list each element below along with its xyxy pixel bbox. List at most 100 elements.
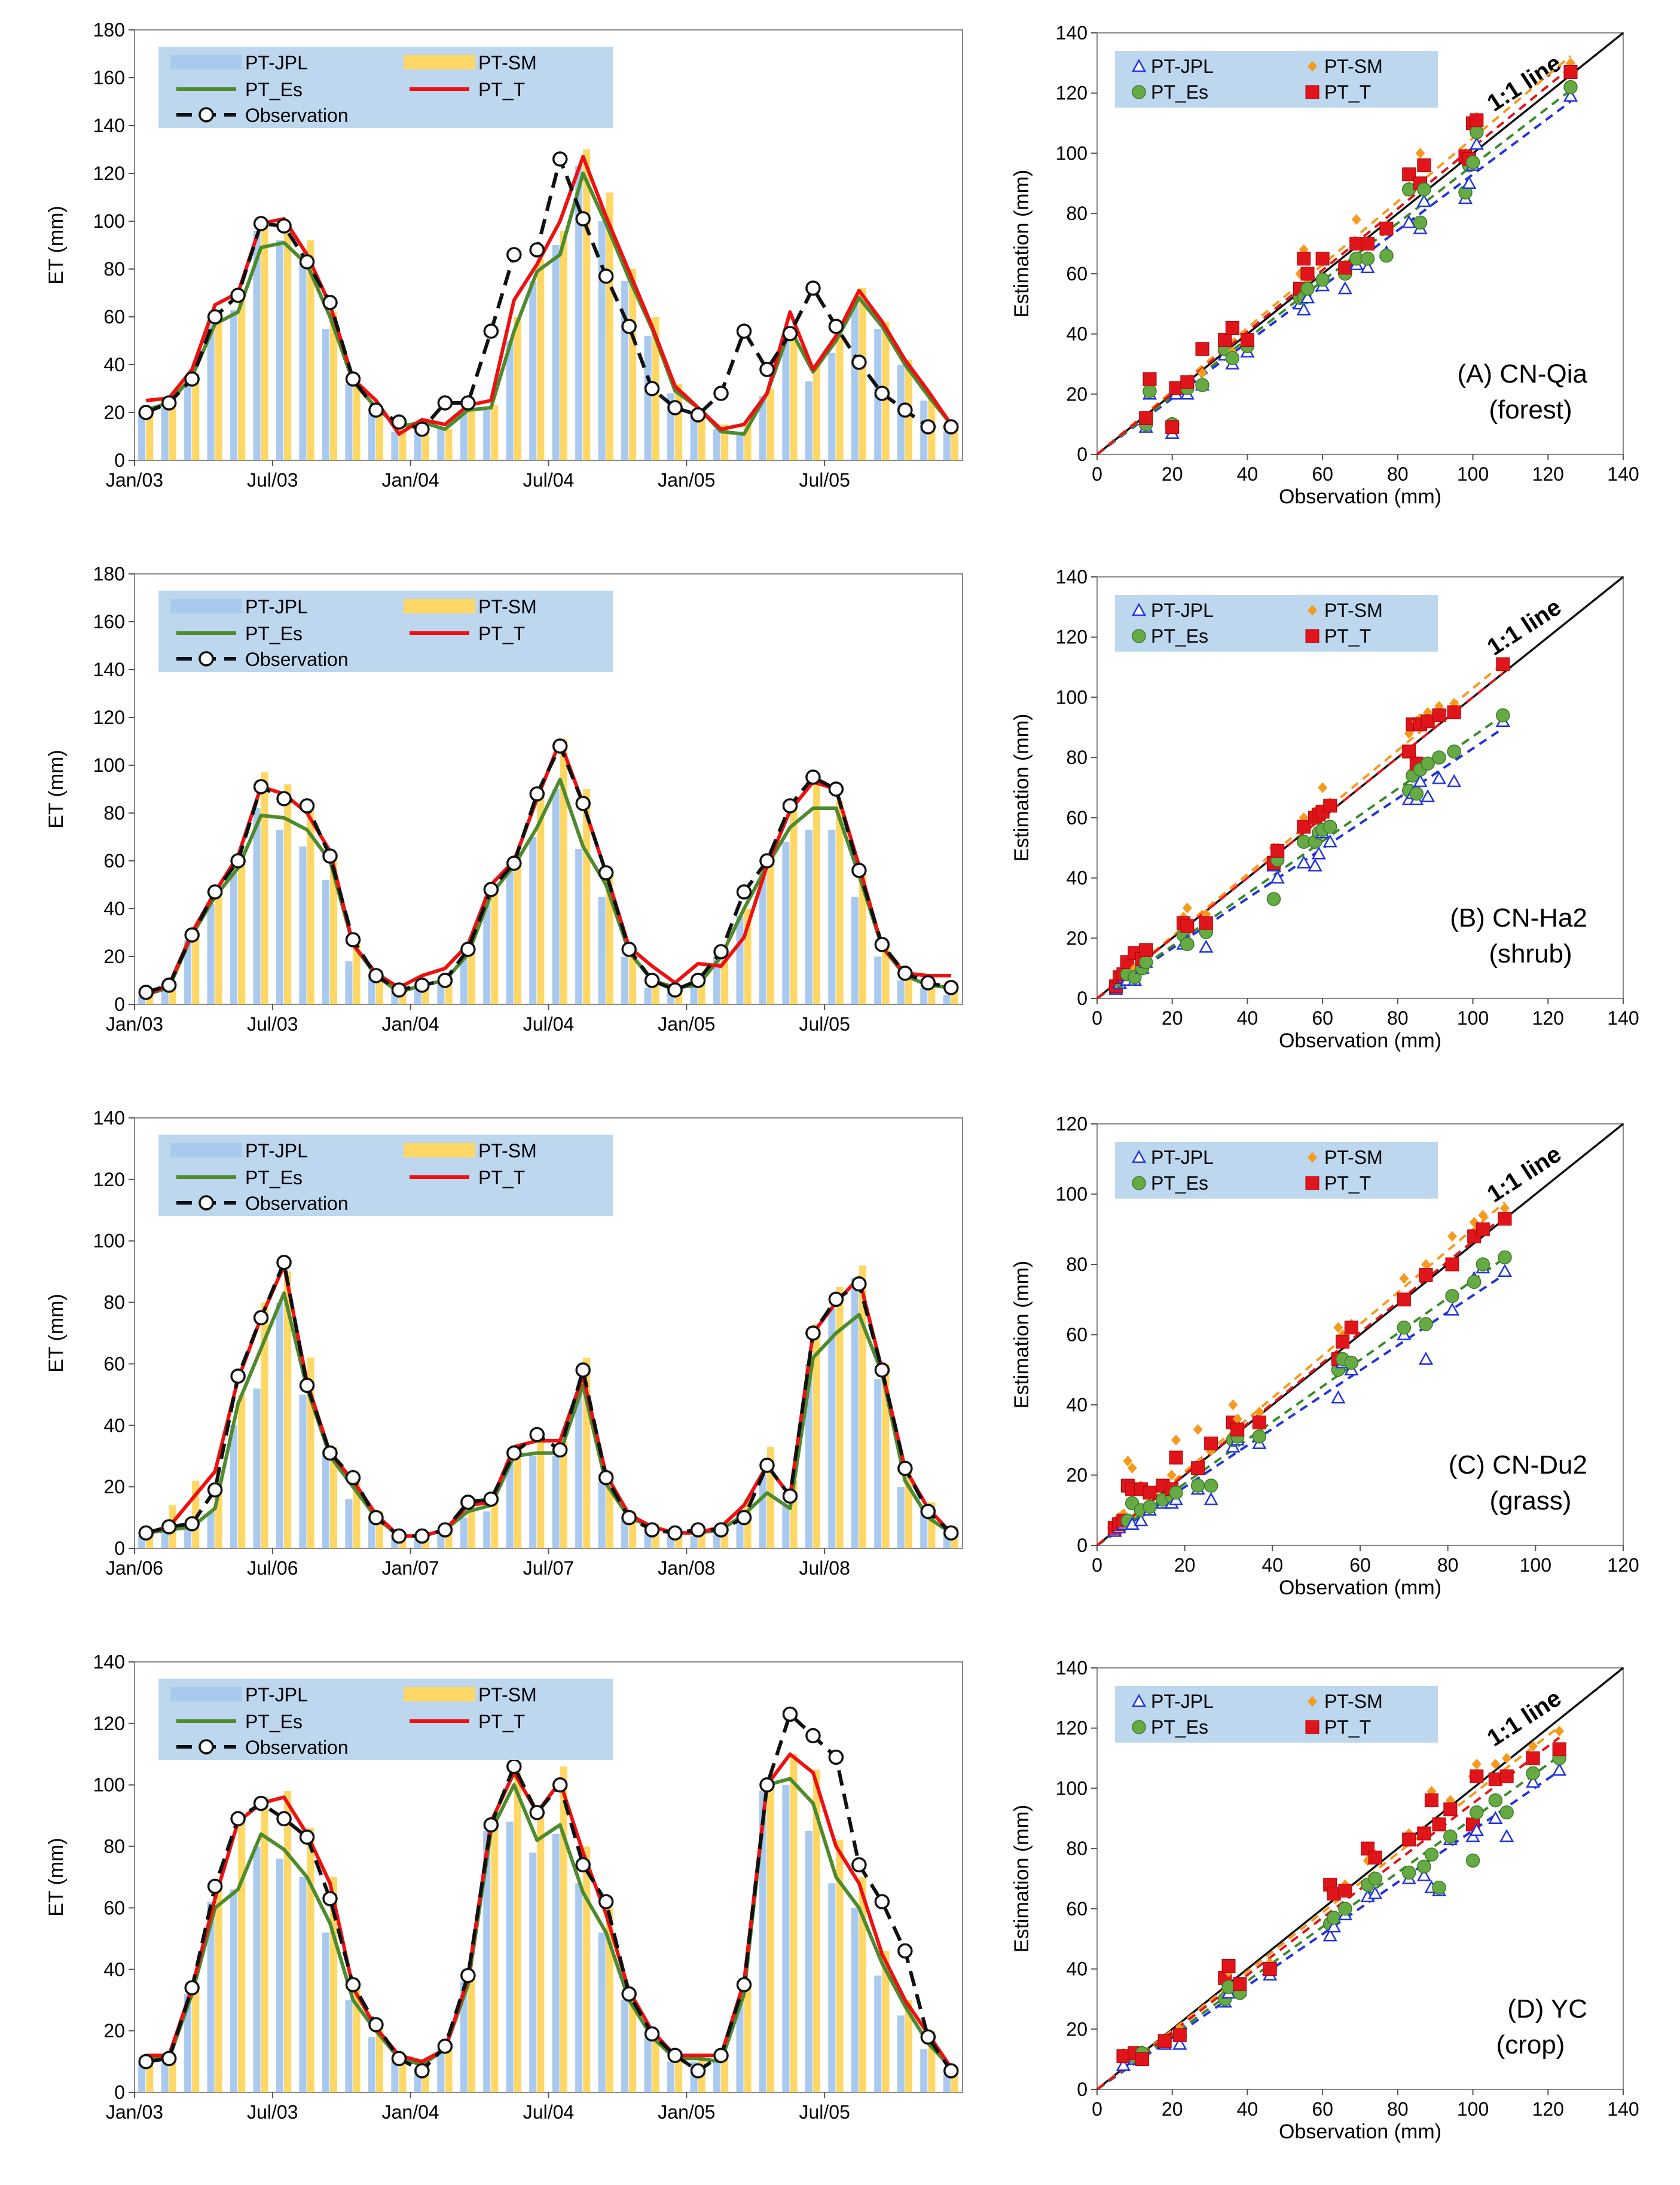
bar-pt-jpl — [828, 1883, 836, 2092]
y-tick-label: 40 — [103, 898, 125, 919]
bar-pt-jpl — [874, 1379, 882, 1548]
y-tick-label: 80 — [1066, 1838, 1088, 1859]
x-tick-label: 100 — [1457, 2098, 1489, 2120]
y-tick-label: 40 — [103, 1958, 125, 1980]
site-title: (C) CN-Du2 — [1449, 1450, 1587, 1480]
legend-label: PT-JPL — [1151, 600, 1214, 621]
bar-pt-sm — [836, 336, 844, 460]
bar-pt-jpl — [828, 1308, 836, 1548]
point-pt-sm — [1193, 1424, 1203, 1435]
bar-pt-sm — [284, 1791, 292, 2092]
bar-pt-sm — [261, 1302, 268, 1548]
observation-marker — [253, 216, 269, 231]
observation-marker — [437, 2039, 453, 2054]
bar-pt-sm — [790, 329, 798, 460]
y-tick-label: 60 — [103, 850, 125, 872]
y-tick-label: 120 — [1056, 82, 1088, 104]
bar-pt-jpl — [897, 980, 905, 1004]
bar-pt-jpl — [598, 1932, 606, 2092]
bar-pt-sm — [583, 789, 591, 1004]
point-pt-sm — [1333, 1322, 1343, 1333]
bar-pt-sm — [468, 947, 475, 1004]
observation-marker — [230, 1368, 246, 1384]
bar-pt-jpl — [920, 988, 928, 1004]
observation-marker — [391, 2050, 407, 2067]
point-pt-t — [1496, 657, 1510, 671]
bar-pt-jpl — [851, 897, 859, 1004]
x-tick-label: 40 — [1237, 1007, 1259, 1029]
point-pt-jpl — [1131, 1150, 1147, 1163]
observation-marker — [920, 2029, 936, 2045]
observation-marker — [828, 781, 844, 797]
point-pt-t — [1470, 113, 1484, 127]
observation-marker — [437, 395, 453, 411]
observation-marker — [184, 1516, 200, 1532]
point-pt-t — [1240, 333, 1254, 347]
bar-pt-jpl — [207, 904, 215, 1004]
point-pt-t — [1368, 1850, 1382, 1865]
observation-marker — [644, 2026, 660, 2042]
x-tick-label: Jul/05 — [799, 1013, 850, 1035]
observation-marker — [161, 395, 177, 411]
bar-pt-sm — [698, 410, 705, 460]
y-tick-label: 160 — [93, 67, 125, 88]
x-tick-label: Jul/05 — [799, 469, 850, 491]
legend-label: PT-SM — [478, 1140, 537, 1162]
point-pt-jpl — [1322, 1928, 1337, 1942]
point-pt-jpl — [1563, 88, 1578, 102]
point-pt-t — [1445, 1257, 1459, 1272]
point-pt-es — [1252, 1429, 1267, 1444]
legend-label: PT_Es — [1151, 625, 1208, 647]
y-tick-label: 60 — [1066, 263, 1088, 285]
bar-pt-jpl — [483, 1511, 491, 1548]
y-axis-label: Estimation (mm) — [1010, 714, 1033, 861]
point-pt-t — [1443, 1802, 1458, 1817]
bar-pt-sm — [882, 945, 890, 1004]
observation-marker — [874, 386, 890, 401]
bar-pt-sm — [812, 365, 821, 460]
observation-marker — [759, 362, 775, 377]
bar-pt-jpl — [897, 1487, 905, 1548]
observation-marker — [759, 1457, 775, 1473]
bar-pt-sm — [882, 1951, 890, 2092]
y-tick-label: 40 — [103, 1414, 125, 1436]
point-pt-es — [1132, 629, 1146, 643]
observation-marker — [736, 884, 752, 900]
observation-marker — [874, 1894, 890, 1909]
point-pt-jpl — [1368, 1886, 1383, 1899]
bar-pt-jpl — [644, 2037, 652, 2092]
point-pt-t — [1499, 1769, 1514, 1783]
x-tick-label: Jul/03 — [247, 2101, 298, 2123]
bar-pt-sm — [766, 1778, 775, 2092]
observation-marker — [391, 982, 407, 998]
legend-label: PT_T — [1324, 1716, 1371, 1738]
observation-marker — [552, 1777, 568, 1793]
point-pt-t — [1230, 1422, 1245, 1437]
y-tick-label: 40 — [103, 354, 125, 375]
legend-marker — [198, 651, 214, 667]
x-tick-label: Jul/03 — [247, 1013, 298, 1035]
y-tick-label: 120 — [1056, 1113, 1088, 1135]
bar-pt-jpl — [322, 880, 330, 1004]
bar-pt-sm — [836, 1286, 844, 1548]
legend-marker — [198, 1739, 214, 1755]
observation-marker — [529, 1426, 545, 1443]
bar-pt-jpl — [322, 1450, 330, 1548]
bar-pt-sm — [606, 192, 613, 460]
x-tick-label: 80 — [1437, 1554, 1459, 1576]
scatter-panel-4: 00 20 20 40 40 60 60 80 80 100 100 120 120 140 140 Obse… — [1010, 1657, 1639, 2143]
bar-pt-jpl — [299, 1394, 307, 1548]
bar-pt-jpl — [276, 1859, 284, 2092]
point-pt-jpl — [1447, 774, 1462, 787]
point-pt-es — [1467, 1275, 1482, 1289]
y-tick-label: 80 — [103, 258, 125, 280]
x-tick-label: 20 — [1162, 1007, 1183, 1029]
point-pt-jpl — [1526, 1774, 1541, 1788]
x-tick-label: 80 — [1387, 463, 1409, 485]
observation-marker — [552, 151, 568, 167]
bar-pt-sm — [905, 2000, 912, 2092]
observation-marker — [851, 355, 867, 370]
bar-pt-jpl — [368, 1517, 375, 1548]
observation-marker — [713, 1522, 729, 1538]
